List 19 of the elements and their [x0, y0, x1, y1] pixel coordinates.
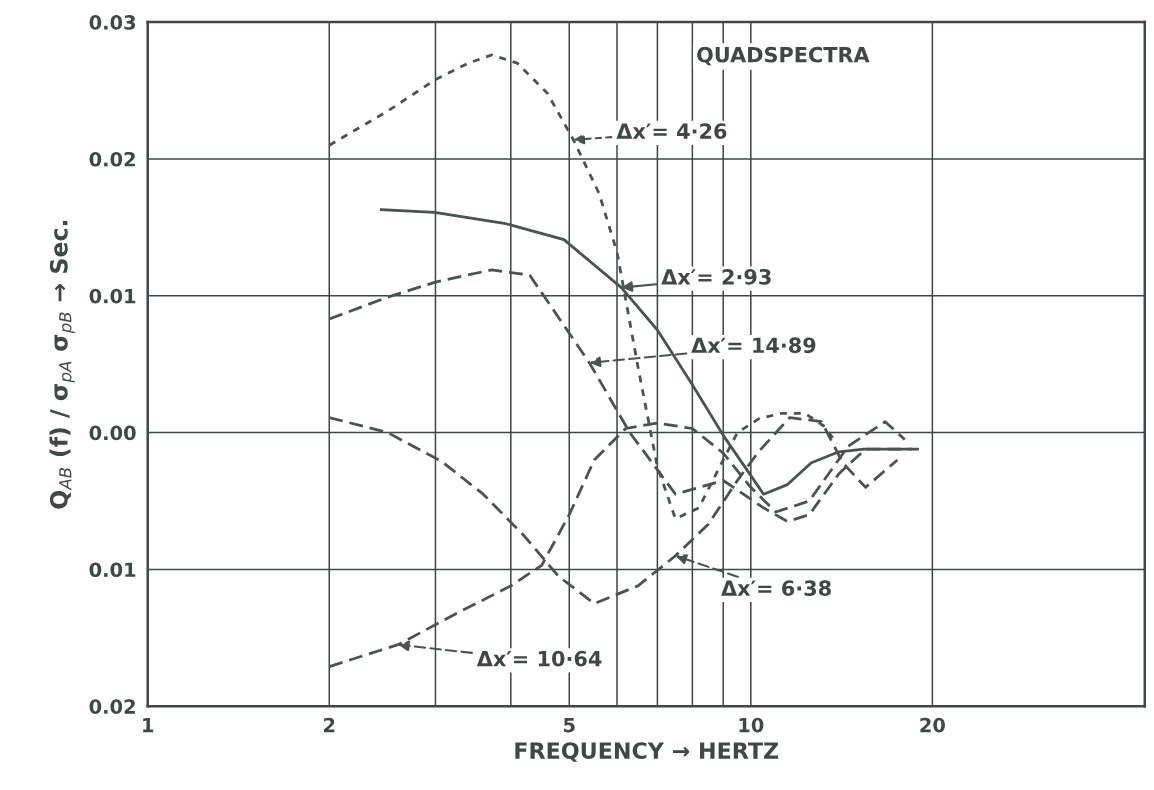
legend-label: Δx′= 4·26 [616, 123, 727, 139]
x-tick-label: 5 [564, 717, 575, 733]
legend-label: Δx′= 14·89 [691, 337, 816, 354]
y-tick-label: 0.02 [89, 699, 135, 714]
y-tick-label: 0.02 [89, 151, 135, 167]
legend-label: Δx′= 10·64 [476, 650, 602, 667]
x-tick-label: 10 [739, 717, 764, 733]
text: QUADSPECTRA [697, 46, 870, 66]
y-tick-label: 0.00 [89, 425, 136, 441]
legend-label: Δx′= 2·93 [661, 268, 771, 285]
x-tick-label: 2 [324, 717, 335, 733]
text: Δx′= 6·38 [721, 580, 831, 596]
y-tick-label: 0.01 [89, 288, 136, 304]
y-tick-label: 0.01 [89, 562, 136, 578]
x-tick-label: 20 [920, 717, 945, 733]
x-axis-title: FREQUENCY → HERTZ [515, 742, 779, 762]
x-tick-label: 1 [143, 717, 154, 733]
y-tick-label: 0.03 [89, 15, 136, 30]
y-axis-title: Q$_{AB}$ (f) / σ$_{pA}$ σ$_{pB}$ → Sec. [49, 220, 75, 509]
